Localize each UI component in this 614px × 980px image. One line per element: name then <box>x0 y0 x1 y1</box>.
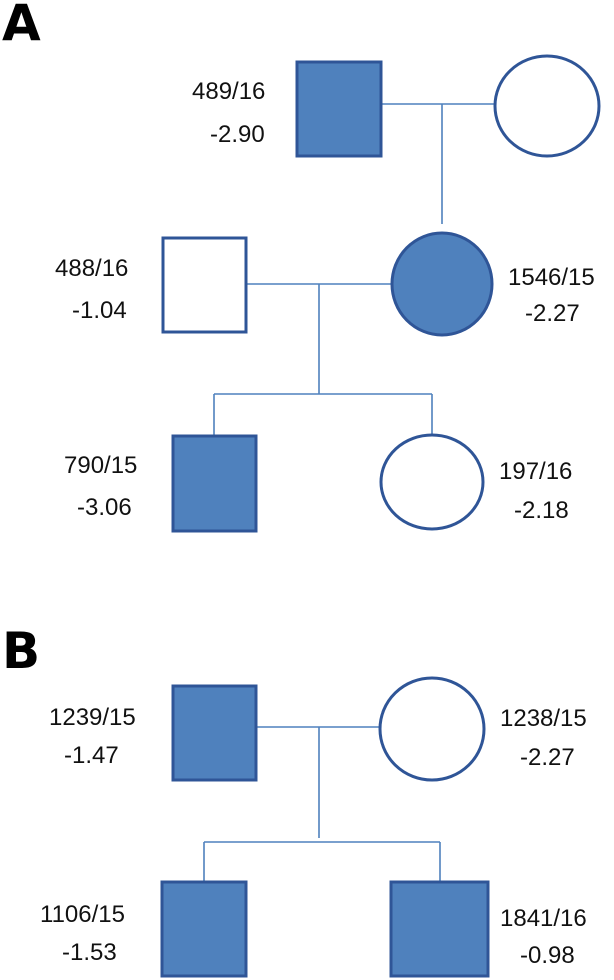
individual-value-label: -1.47 <box>64 742 119 769</box>
individual-value-label: -2.90 <box>210 121 265 148</box>
female-unaffected-symbol <box>379 433 485 531</box>
individual-id-label: 1238/15 <box>500 705 587 732</box>
male-affected-symbol <box>171 434 258 533</box>
individual-value-label: -2.18 <box>514 497 569 524</box>
panel-b-letter: B <box>2 622 40 680</box>
individual-id-label: 197/16 <box>499 458 572 485</box>
male-affected-symbol <box>160 880 248 978</box>
male-affected-symbol <box>171 684 258 782</box>
individual-id-label: 1546/15 <box>508 264 595 291</box>
individual-id-label: 1841/16 <box>500 905 587 932</box>
male-affected-symbol <box>295 60 383 158</box>
female-affected-symbol <box>390 231 494 337</box>
panel-b: B 1239/15 -1.47 1238/15 -2.27 1106/15 -1… <box>2 622 587 978</box>
panel-a: A 489/16 -2.90 488/16 -1.04 1546/15 -2.2… <box>2 0 601 533</box>
individual-id-label: 488/16 <box>55 255 128 282</box>
individual-id-label: 1239/15 <box>49 704 136 731</box>
male-affected-symbol <box>389 880 490 978</box>
individual-value-label: -2.27 <box>520 744 575 771</box>
individual-id-label: 489/16 <box>192 78 265 105</box>
individual-value-label: -3.06 <box>77 494 132 521</box>
individual-value-label: -1.53 <box>62 939 117 966</box>
individual-id-label: 1106/15 <box>40 901 125 928</box>
individual-value-label: -0.98 <box>520 942 575 969</box>
male-unaffected-symbol <box>161 236 248 334</box>
female-unaffected-symbol <box>378 676 486 782</box>
individual-value-label: -1.04 <box>72 297 127 324</box>
panel-a-letter: A <box>2 0 41 52</box>
individual-value-label: -2.27 <box>525 300 580 327</box>
female-unaffected-symbol <box>493 54 601 158</box>
individual-id-label: 790/15 <box>64 452 137 479</box>
